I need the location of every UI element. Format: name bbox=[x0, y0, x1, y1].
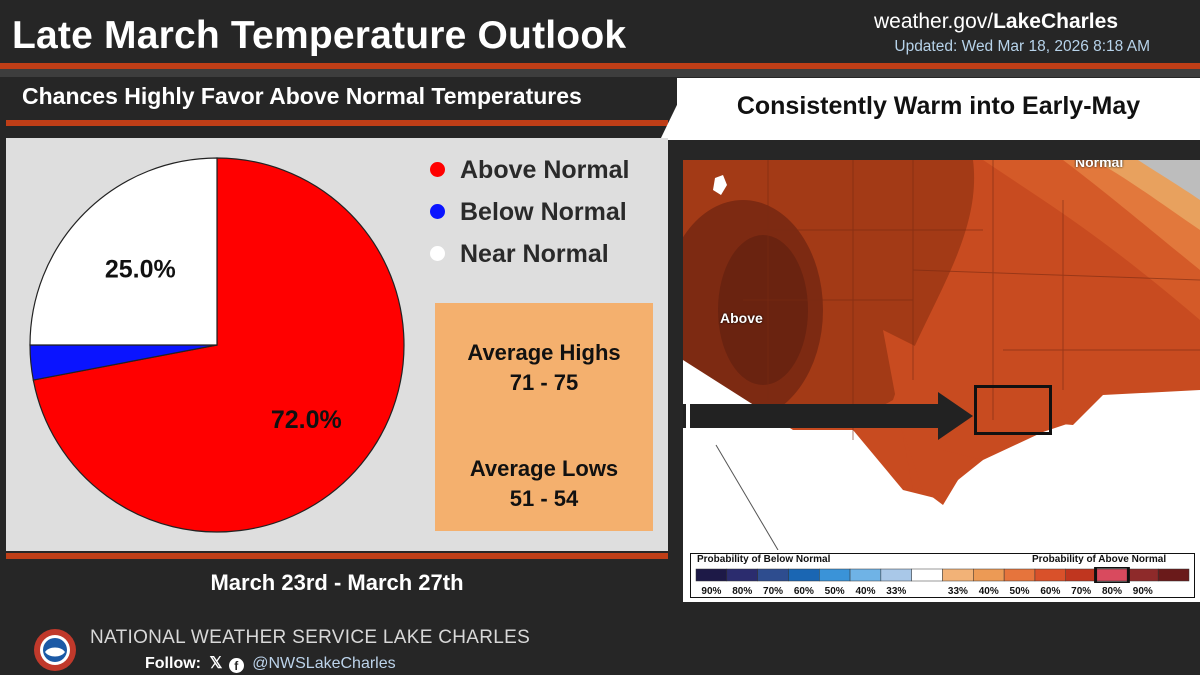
legend-swatch-below bbox=[430, 204, 445, 219]
scale-swatch bbox=[911, 568, 943, 582]
scale-tick-label: 33% bbox=[886, 586, 907, 597]
legend-above: Above Normal bbox=[430, 156, 629, 185]
scale-frame bbox=[690, 553, 1195, 598]
scale-swatch bbox=[849, 568, 882, 582]
scale-swatch bbox=[788, 568, 820, 582]
scale-swatch bbox=[1065, 568, 1097, 582]
nws-logo bbox=[34, 629, 76, 671]
map-label-normal: Normal bbox=[1075, 160, 1124, 170]
arrow-icon bbox=[683, 392, 973, 440]
updated-timestamp: Updated: Wed Mar 18, 2026 8:18 AM bbox=[894, 38, 1150, 55]
header-stripe bbox=[0, 63, 1200, 69]
scale-tick-label: 70% bbox=[1071, 586, 1092, 597]
banner-notch bbox=[660, 78, 690, 140]
scale-tick-label: 80% bbox=[1101, 586, 1122, 597]
right-title-banner bbox=[677, 78, 1200, 140]
avg-highs-label: Average Highs bbox=[467, 340, 621, 365]
scale-tick-label: 40% bbox=[855, 586, 876, 597]
scale-above-title: Probability of Above Normal bbox=[1032, 554, 1167, 565]
page-title: Late March Temperature Outlook bbox=[12, 14, 627, 57]
header-stripe-dark bbox=[0, 69, 1200, 77]
scale-swatch bbox=[757, 568, 789, 582]
scale-tick-label: 80% bbox=[732, 586, 753, 597]
scale-tick-label: 50% bbox=[1009, 586, 1030, 597]
scale-swatch bbox=[973, 568, 1005, 582]
facebook-icon[interactable]: f bbox=[228, 658, 244, 673]
x-icon[interactable]: 𝕏 bbox=[209, 655, 223, 672]
scale-tick-label: 90% bbox=[1132, 586, 1153, 597]
site-office: LakeCharles bbox=[993, 10, 1118, 33]
website-link[interactable]: weather.gov/LakeCharles bbox=[874, 10, 1118, 34]
follow-row: Follow: 𝕏 f @NWSLakeCharles bbox=[145, 653, 396, 673]
right-title: Consistently Warm into Early-May bbox=[736, 92, 1141, 120]
footer-office: NATIONAL WEATHER SERVICE LAKE CHARLES bbox=[90, 627, 531, 648]
scale-tick-label: 40% bbox=[978, 586, 999, 597]
scale-below-title: Probability of Below Normal bbox=[697, 554, 831, 565]
pie-slice-above-normal bbox=[32, 157, 405, 533]
pie-chart: 72.0% 25.0% bbox=[29, 157, 405, 533]
scale-highlight-box bbox=[1094, 567, 1130, 583]
site-prefix: weather.gov/ bbox=[874, 10, 994, 33]
legend-label-below: Below Normal bbox=[460, 198, 627, 226]
left-subtitle-stripe bbox=[6, 120, 668, 126]
left-subtitle: Chances Highly Favor Above Normal Temper… bbox=[22, 83, 582, 109]
scale-tick-label: 60% bbox=[1040, 586, 1061, 597]
pie-label-near-normal: 25.0% bbox=[105, 255, 176, 283]
scale-swatch bbox=[1003, 568, 1036, 582]
outlook-map-graphic bbox=[683, 160, 1200, 550]
scale-tick-label: 50% bbox=[824, 586, 845, 597]
follow-label: Follow: bbox=[145, 655, 201, 672]
date-range: March 23rd - March 27th bbox=[210, 570, 464, 595]
legend-swatch-above bbox=[430, 162, 445, 177]
pie-slice-near-normal bbox=[29, 157, 218, 346]
outlook-map: Above Normal bbox=[683, 160, 1200, 550]
scale-swatch bbox=[942, 568, 974, 582]
date-stripe bbox=[6, 553, 668, 559]
averages-box bbox=[435, 303, 653, 531]
map-label-above: Above bbox=[720, 310, 763, 326]
scale-swatch bbox=[1157, 568, 1190, 582]
scale-swatch bbox=[819, 568, 851, 582]
scale-tick-label: 70% bbox=[763, 586, 784, 597]
scale-swatch bbox=[1034, 568, 1066, 582]
pie-label-above-normal: 72.0% bbox=[271, 406, 342, 434]
avg-lows-label: Average Lows bbox=[469, 456, 619, 481]
scale-colorbar bbox=[695, 567, 1190, 583]
avg-highs-value: 71 - 75 bbox=[509, 370, 579, 395]
scale-tick-label: 33% bbox=[947, 586, 968, 597]
scale-swatch bbox=[1096, 568, 1128, 582]
legend-label-above: Above Normal bbox=[460, 156, 630, 184]
scale-tick-label: 90% bbox=[701, 586, 722, 597]
legend-label-near: Near Normal bbox=[460, 240, 609, 268]
legend-below: Below Normal bbox=[430, 198, 627, 227]
lake-charles-highlight-box bbox=[974, 385, 1052, 435]
social-handle[interactable]: @NWSLakeCharles bbox=[252, 655, 396, 672]
legend-near: Near Normal bbox=[430, 240, 609, 269]
scale-ticks: 90% 80% 70% 60% 50% 40% 33% 33% 40% 50% 60% 70% 80% 9… bbox=[690, 586, 1195, 598]
scale-swatch bbox=[726, 568, 758, 582]
scale-swatch bbox=[695, 568, 728, 582]
legend-swatch-near bbox=[430, 246, 445, 261]
scale-swatch bbox=[1127, 568, 1159, 582]
scale-tick-label: 60% bbox=[793, 586, 814, 597]
scale-swatch bbox=[880, 568, 912, 582]
avg-lows-value: 51 - 54 bbox=[509, 486, 579, 511]
